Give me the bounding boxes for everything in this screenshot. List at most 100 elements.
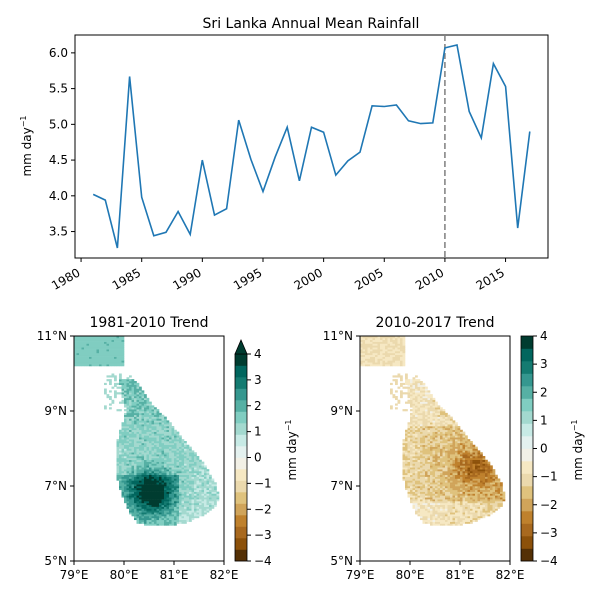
map-cell — [186, 484, 190, 487]
map-cell — [181, 465, 185, 468]
map-cell — [169, 486, 172, 489]
map-cell — [134, 399, 137, 402]
map-cell — [412, 441, 416, 444]
map-cell — [84, 347, 87, 350]
map-cell — [126, 381, 130, 384]
map-cell — [106, 358, 110, 361]
map-cell — [174, 506, 177, 509]
map-cell — [465, 504, 468, 507]
map-cell — [475, 472, 478, 476]
map-cell — [425, 465, 428, 468]
map-cell — [372, 341, 376, 344]
map-cell — [171, 482, 175, 485]
map-cell — [201, 502, 205, 506]
map-cell — [482, 459, 486, 462]
map-cell — [412, 426, 416, 429]
map-cell — [179, 442, 182, 446]
map-cell — [417, 390, 421, 393]
map-cell — [111, 386, 115, 389]
map-cell — [171, 502, 175, 506]
map-cell — [470, 502, 473, 506]
map-cell — [442, 446, 446, 449]
map-cell — [412, 472, 416, 476]
map-cell — [171, 484, 175, 487]
map-cell — [445, 519, 448, 522]
map2-axes: 79°E 80°E 81°E 82°E5°N7°N9°N11°N — [323, 329, 525, 582]
map-cell — [129, 409, 132, 412]
map-cell — [144, 420, 147, 423]
map-cell — [94, 336, 97, 339]
map-cell — [492, 482, 496, 485]
map-cell — [385, 341, 388, 344]
map-cell — [159, 439, 162, 442]
map-cell — [96, 337, 100, 341]
map-cell — [425, 454, 428, 457]
map-cell — [204, 486, 207, 489]
map-cell — [410, 476, 413, 479]
map-cell — [184, 456, 187, 459]
map-cell — [166, 456, 170, 459]
map-cell — [186, 463, 190, 466]
map-cell — [146, 407, 150, 410]
map-cell — [154, 459, 157, 462]
map-cell — [121, 364, 125, 367]
map-cell — [492, 499, 496, 502]
map-cell — [460, 469, 463, 472]
map-cell — [89, 336, 92, 339]
map-cell — [502, 495, 506, 498]
map-cell — [156, 411, 160, 414]
map-cell — [164, 424, 167, 427]
map1-title: 1981-2010 Trend — [89, 315, 208, 331]
map-cell — [174, 471, 177, 474]
map-cell — [415, 508, 418, 511]
map-cell — [146, 401, 150, 404]
map-cell — [146, 467, 150, 470]
map-cell — [485, 489, 488, 492]
map-cell — [191, 472, 195, 476]
map-cell — [457, 499, 461, 502]
map-cell — [124, 444, 127, 447]
map-cell — [417, 463, 421, 466]
map-cell — [410, 478, 413, 481]
map-cell — [475, 493, 478, 496]
map-cell — [189, 497, 192, 500]
map-cell — [440, 489, 443, 492]
map-cell — [171, 474, 175, 477]
map-cell — [462, 491, 466, 494]
map-cell — [111, 401, 115, 404]
map-cell — [114, 337, 117, 341]
map-cell — [435, 486, 438, 489]
map-cell — [204, 495, 207, 498]
map-cell — [149, 463, 152, 466]
map-cell — [166, 504, 170, 507]
map-cell — [472, 476, 476, 479]
map-cell — [139, 454, 142, 457]
map-cell — [134, 418, 137, 421]
map-cell — [136, 514, 140, 517]
map-cell — [432, 514, 436, 517]
map-cell — [144, 482, 147, 485]
map-cell — [131, 487, 135, 491]
map-cell — [437, 510, 441, 513]
map-cell — [74, 360, 77, 363]
map-cell — [154, 465, 157, 468]
map-cell — [465, 441, 468, 444]
map-cell — [161, 478, 165, 481]
map-cell — [116, 446, 120, 449]
map-cell — [124, 420, 127, 423]
map-cell — [184, 521, 187, 524]
map-cell — [164, 429, 167, 432]
map-cell — [437, 437, 441, 440]
map-cell — [114, 351, 117, 354]
map-cell — [194, 512, 197, 515]
map-cell — [116, 356, 120, 359]
map-cell — [136, 396, 140, 399]
map-cell — [121, 343, 125, 346]
map-cell — [114, 396, 117, 399]
map-cell — [390, 362, 393, 365]
map-cell — [372, 358, 376, 361]
map-cell — [485, 508, 488, 511]
map-cell — [455, 523, 458, 526]
map-cell — [362, 349, 366, 352]
map-cell — [124, 478, 127, 481]
